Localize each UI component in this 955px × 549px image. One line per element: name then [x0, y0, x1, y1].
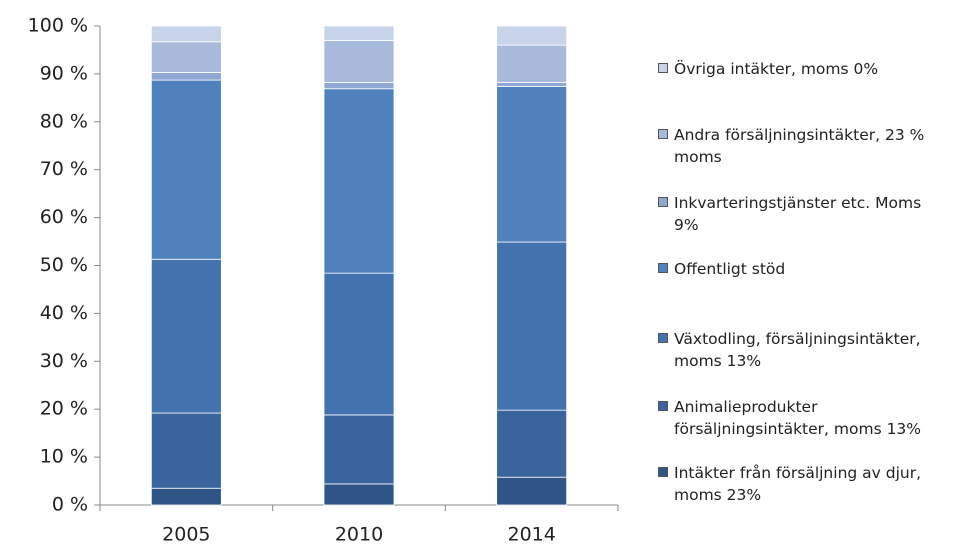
bar-segment — [323, 39, 395, 83]
x-tick-label: 2014 — [507, 524, 555, 546]
bar-segment — [323, 414, 395, 485]
bar-segment — [150, 258, 222, 414]
bar-segment — [150, 41, 222, 73]
bar-segment — [496, 476, 568, 506]
y-tick-label: 60 % — [40, 206, 88, 228]
legend-label: Övriga intäkter, moms 0% — [674, 60, 879, 78]
bar-segment — [150, 72, 222, 81]
y-tick-label: 30 % — [40, 350, 88, 372]
bar-segment — [323, 483, 395, 506]
legend-item: Offentligt stöd — [658, 258, 950, 280]
bar-segment — [323, 82, 395, 90]
x-tick-label: 2010 — [335, 524, 383, 546]
y-tick-label: 20 % — [40, 398, 88, 420]
bar-segment — [323, 25, 395, 41]
x-tick-label: 2005 — [162, 524, 210, 546]
legend-label: Offentligt stöd — [674, 260, 786, 278]
legend-item: Övriga intäkter, moms 0% — [658, 58, 950, 80]
legend-label: Animalieprodukter försäljningsintäkter, … — [674, 398, 922, 438]
bar-segment — [496, 82, 568, 87]
bar-segment — [496, 409, 568, 478]
bar-segment — [496, 25, 568, 46]
bar-segment — [150, 25, 222, 43]
legend-item: Andra försäljningsintäkter, 23 % moms — [658, 124, 950, 168]
legend-swatch — [658, 467, 668, 477]
y-tick-label: 0 % — [52, 494, 88, 516]
legend-swatch — [658, 263, 668, 273]
bar-segment — [150, 412, 222, 489]
legend-label: Växtodling, försäljningsintäkter, moms 1… — [674, 330, 921, 370]
legend-item: Animalieprodukter försäljningsintäkter, … — [658, 396, 950, 440]
legend-label: Intäkter från försäljning av djur, moms … — [674, 464, 922, 504]
bar-segment — [323, 88, 395, 274]
y-tick-label: 80 % — [40, 110, 88, 132]
bar-segment — [496, 85, 568, 243]
legend-swatch — [658, 63, 668, 73]
legend-swatch — [658, 401, 668, 411]
legend-item: Inkvarteringstjänster etc. Moms 9% — [658, 192, 950, 236]
bar-segment — [150, 487, 222, 506]
bar-segment — [496, 44, 568, 83]
bar-segment — [323, 272, 395, 416]
y-tick-label: 90 % — [40, 62, 88, 84]
y-tick-label: 40 % — [40, 302, 88, 324]
y-tick-label: 100 % — [28, 15, 88, 37]
legend-item: Växtodling, försäljningsintäkter, moms 1… — [658, 328, 950, 372]
legend-swatch — [658, 197, 668, 207]
legend-swatch — [658, 129, 668, 139]
bar-segment — [496, 241, 568, 411]
legend-label: Andra försäljningsintäkter, 23 % moms — [674, 126, 925, 166]
y-tick-label: 10 % — [40, 446, 88, 468]
bar-segment — [150, 79, 222, 260]
legend-swatch — [658, 333, 668, 343]
y-tick-label: 50 % — [40, 254, 88, 276]
y-tick-label: 70 % — [40, 158, 88, 180]
legend-label: Inkvarteringstjänster etc. Moms 9% — [674, 194, 922, 234]
legend-item: Intäkter från försäljning av djur, moms … — [658, 462, 950, 506]
